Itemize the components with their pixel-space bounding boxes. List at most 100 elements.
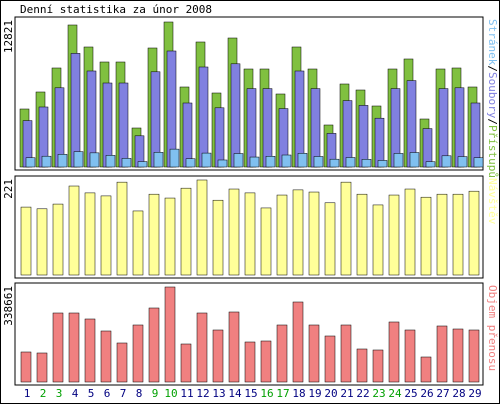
legend: Stránek/Soubory/Přístupů <box>486 19 499 178</box>
bar <box>244 192 256 276</box>
x-tick-label: 16 <box>260 387 273 400</box>
bar <box>121 158 132 168</box>
bar <box>41 155 52 168</box>
bar <box>137 161 148 168</box>
bar <box>36 352 48 383</box>
panel-border <box>14 282 484 386</box>
bar <box>308 324 320 383</box>
bar <box>228 188 240 276</box>
bar <box>420 356 432 383</box>
bar <box>441 155 452 168</box>
bar <box>388 194 400 276</box>
panel-border <box>14 175 484 279</box>
bar <box>116 181 128 276</box>
x-tick-label: 2 <box>40 387 47 400</box>
bar <box>340 324 352 383</box>
x-tick-label: 5 <box>88 387 95 400</box>
bar <box>100 330 112 383</box>
x-tick-label: 3 <box>56 387 63 400</box>
bar <box>329 158 340 168</box>
bar <box>212 329 224 383</box>
x-tick-label: 13 <box>212 387 225 400</box>
x-tick-label: 15 <box>244 387 257 400</box>
bar <box>324 202 336 276</box>
bar <box>265 156 276 168</box>
bar <box>294 70 305 168</box>
bar <box>212 199 224 276</box>
bar <box>164 197 176 276</box>
x-tick-label: 26 <box>420 387 433 400</box>
bar <box>276 194 288 276</box>
bar <box>281 154 292 168</box>
x-tick-label: 11 <box>180 387 193 400</box>
bar <box>201 152 212 168</box>
x-tick-label: 6 <box>104 387 111 400</box>
legend-entry: Soubory <box>486 72 499 119</box>
bar <box>436 193 448 276</box>
bar <box>70 53 81 168</box>
bar <box>132 324 144 383</box>
x-tick-label: 27 <box>436 387 449 400</box>
bar <box>116 342 128 383</box>
bar <box>52 203 64 276</box>
x-tick-label: 21 <box>340 387 353 400</box>
legend-entry: Návštěv <box>486 178 499 225</box>
x-tick-label: 23 <box>372 387 385 400</box>
bar <box>169 148 180 168</box>
bar <box>86 70 97 168</box>
bar <box>361 159 372 168</box>
bar <box>342 100 353 168</box>
x-tick-label: 9 <box>152 387 159 400</box>
x-tick-label: 8 <box>136 387 143 400</box>
bar <box>244 341 256 383</box>
bar <box>105 155 116 168</box>
bar <box>473 157 484 168</box>
bar <box>185 158 196 168</box>
legend: Návštěv <box>486 178 499 225</box>
bar <box>20 206 32 276</box>
chart-title: Denní statistika za únor 2008 <box>20 3 212 16</box>
bar <box>89 152 100 168</box>
x-tick-label: 24 <box>388 387 402 400</box>
x-tick-label: 7 <box>120 387 127 400</box>
bar <box>310 88 321 168</box>
bar <box>324 335 336 383</box>
bar <box>356 348 368 383</box>
x-tick-label: 10 <box>164 387 177 400</box>
bar <box>393 153 404 168</box>
bar <box>233 153 244 168</box>
bar <box>217 159 228 168</box>
x-tick-label: 14 <box>228 387 242 400</box>
x-tick-label: 25 <box>404 387 417 400</box>
y-tick-label: 12821 <box>2 20 15 53</box>
x-tick-label: 17 <box>276 387 289 400</box>
bar <box>454 87 465 168</box>
bar <box>262 88 273 168</box>
x-tick-label: 28 <box>452 387 465 400</box>
bar <box>372 204 384 276</box>
bar <box>377 160 388 168</box>
bar <box>196 179 208 276</box>
x-tick-label: 22 <box>356 387 369 400</box>
bar <box>198 66 209 168</box>
bar <box>276 324 288 383</box>
legend-entry: Přístupů <box>486 125 499 178</box>
bar <box>457 156 468 168</box>
bar <box>249 156 260 168</box>
bar <box>246 88 257 168</box>
bar <box>196 312 208 383</box>
bar <box>470 102 481 168</box>
x-tick-label: 20 <box>324 387 337 400</box>
bar <box>340 181 352 276</box>
bar <box>100 195 112 276</box>
legend: Objem přenosu <box>486 285 499 371</box>
bar <box>148 193 160 276</box>
x-tick-label: 29 <box>468 387 481 400</box>
bar <box>452 193 464 276</box>
bar <box>388 321 400 383</box>
bar <box>84 192 96 276</box>
bar <box>180 343 192 383</box>
bar <box>148 307 160 383</box>
bar <box>374 117 385 168</box>
